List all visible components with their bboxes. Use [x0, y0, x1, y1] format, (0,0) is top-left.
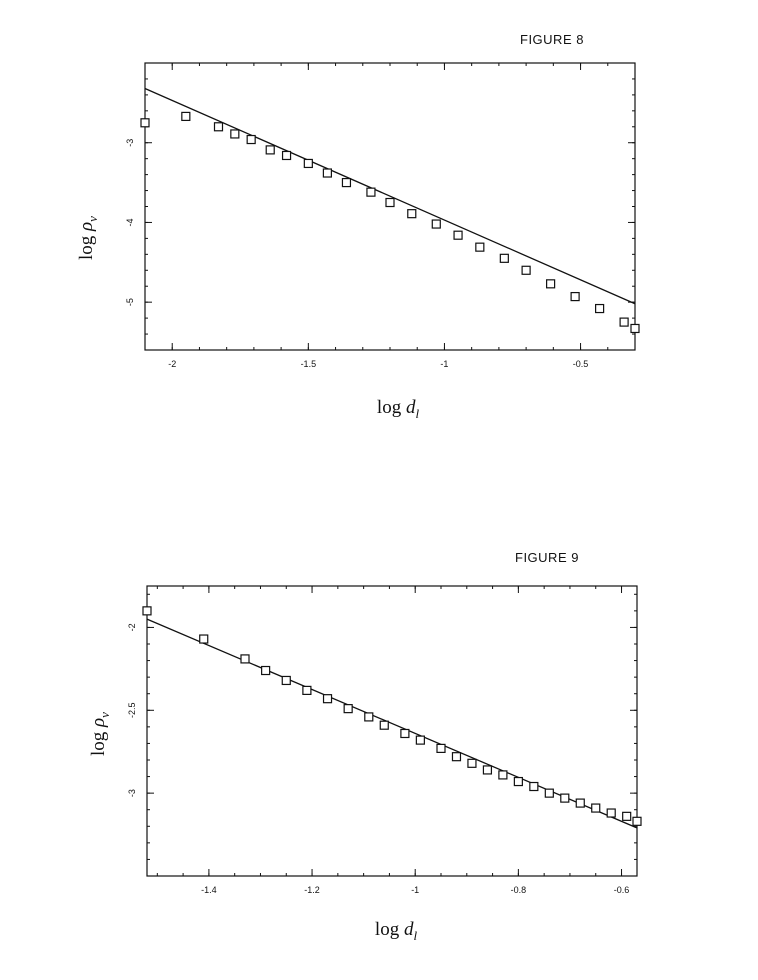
data-point [575, 798, 585, 808]
data-point [415, 735, 425, 745]
data-point [322, 168, 332, 178]
data-point [529, 781, 539, 792]
figure-9-title: FIGURE 9 [515, 550, 579, 565]
x-tick-label: -1 [411, 885, 419, 895]
figure-9-y-axis-label: log ρv [88, 712, 112, 756]
figure-9-x-ticks [156, 586, 623, 876]
data-point [595, 303, 605, 314]
figure-8-x-tick-labels: -2 -1.5 -1 -0.5 [168, 359, 588, 369]
figure-9-y-tick-labels: -2 -2.5 -3 [127, 623, 137, 797]
x-tick-label: -0.8 [511, 885, 527, 895]
data-point [199, 634, 209, 644]
y-tick-label: -5 [125, 298, 135, 306]
x-tick-label: -1.5 [301, 359, 317, 369]
figure-8-y-axis-label: log ρv [76, 216, 100, 260]
data-point [630, 323, 640, 334]
data-point [379, 720, 389, 730]
data-point [281, 150, 292, 161]
y-tick-label: -2.5 [127, 703, 137, 719]
data-point [142, 606, 152, 616]
data-point [513, 776, 523, 787]
data-point [364, 712, 374, 722]
figure-9-plot-frame [146, 585, 638, 877]
data-point [303, 158, 313, 169]
data-point [482, 765, 493, 775]
data-point [544, 788, 554, 798]
data-point [240, 654, 250, 664]
data-point [230, 129, 240, 139]
data-point [619, 317, 629, 327]
figure-8: FIGURE 8 -2 -1.5 -1 -0.5 -3 -4 -5 log dl log … [76, 32, 640, 421]
data-point [622, 811, 632, 821]
data-point [467, 758, 477, 768]
data-point [570, 291, 580, 302]
figure-9-x-axis-label: log dl [375, 919, 418, 943]
data-point [281, 675, 291, 686]
data-point [499, 253, 509, 263]
data-point [343, 704, 353, 714]
data-point [265, 145, 275, 155]
data-point [302, 685, 312, 696]
figure-8-data-points [140, 111, 640, 334]
data-point [322, 694, 333, 704]
data-point [400, 728, 410, 739]
data-point [140, 118, 150, 128]
y-tick-label: -3 [125, 139, 135, 147]
data-point [431, 219, 441, 229]
data-point [591, 803, 601, 813]
x-tick-label: -1.4 [201, 885, 217, 895]
figure-9-data-points [142, 606, 642, 826]
figure-8-fit-line [144, 87, 636, 305]
data-point [385, 197, 395, 208]
data-point [560, 793, 570, 803]
data-point [246, 134, 256, 145]
figure-9-fit-line [146, 618, 638, 829]
data-point [498, 770, 508, 780]
x-tick-label: -0.5 [573, 359, 589, 369]
figure-8-x-ticks [144, 63, 636, 350]
y-tick-label: -4 [125, 218, 135, 226]
figure-8-title: FIGURE 8 [520, 32, 584, 47]
figure-9-x-tick-labels: -1.4 -1.2 -1 -0.8 -0.6 [201, 885, 629, 895]
data-point [632, 816, 642, 826]
x-tick-label: -1.2 [304, 885, 320, 895]
data-point [546, 279, 556, 289]
data-point [606, 808, 616, 818]
data-point [521, 265, 531, 275]
data-point [453, 230, 463, 240]
data-point [366, 187, 376, 197]
y-tick-label: -3 [127, 789, 137, 797]
data-point [341, 177, 352, 188]
figure-8-y-tick-labels: -3 -4 -5 [125, 139, 135, 306]
data-point [181, 111, 191, 122]
data-point [475, 242, 485, 252]
x-tick-label: -2 [168, 359, 176, 369]
data-point [436, 743, 446, 754]
x-tick-label: -1 [440, 359, 448, 369]
figure-9-y-ticks [147, 593, 637, 877]
x-tick-label: -0.6 [614, 885, 630, 895]
data-point [407, 209, 417, 219]
data-point [451, 752, 462, 762]
figure-8-x-axis-label: log dl [377, 397, 420, 421]
figure-9: FIGURE 9 -1.4 -1.2 -1 -0.8 -0.6 -2 -2.5 -3 log… [88, 550, 642, 943]
data-point [261, 665, 271, 676]
y-tick-label: -2 [127, 623, 137, 631]
data-point [213, 122, 224, 132]
